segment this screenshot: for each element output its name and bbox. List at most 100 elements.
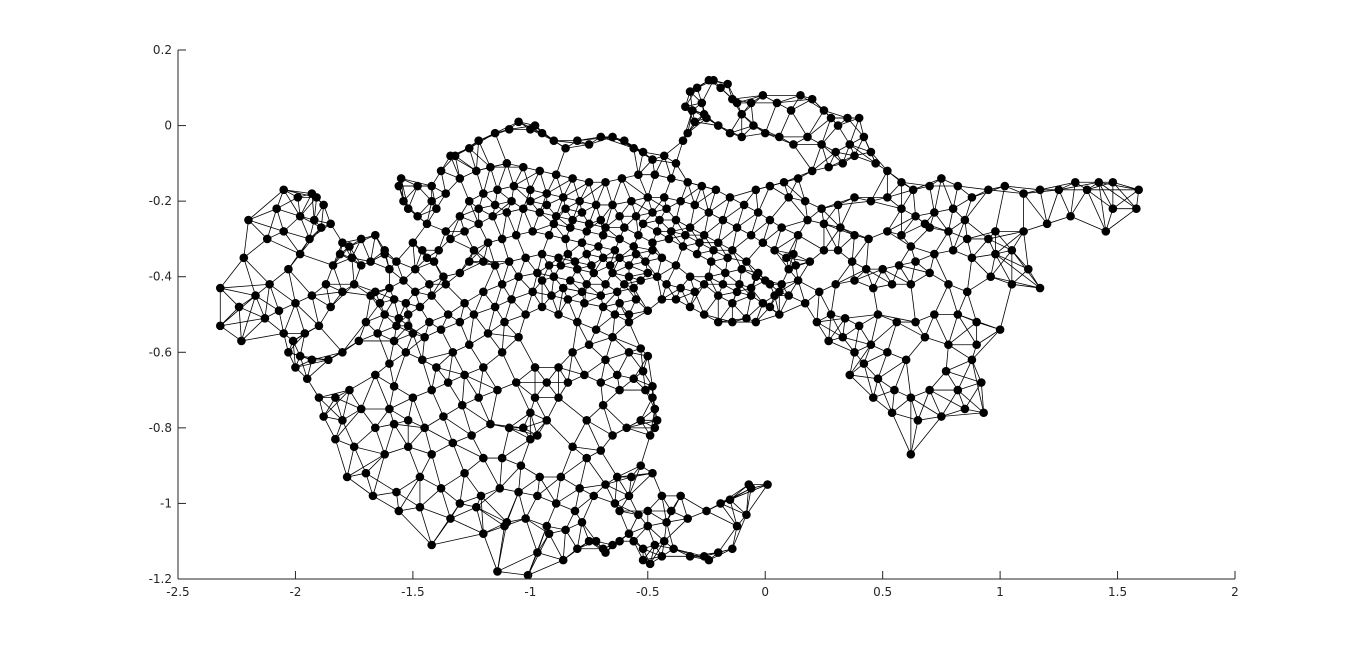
mesh-node-point	[490, 200, 500, 210]
mesh-edge	[459, 473, 465, 504]
mesh-node-point	[1082, 185, 1092, 195]
mesh-node-point	[631, 249, 641, 259]
mesh-edge	[447, 382, 463, 406]
mesh-node-point	[1035, 283, 1045, 293]
mesh-node-point	[648, 393, 657, 402]
mesh-node-point	[648, 468, 657, 478]
mesh-node-point	[558, 283, 568, 293]
mesh-edge	[910, 227, 930, 247]
mesh-node-point	[634, 170, 643, 179]
mesh-node-point	[483, 238, 493, 248]
mesh-node-point	[944, 227, 953, 236]
mesh-node-point	[636, 416, 646, 425]
mesh-node-point	[521, 310, 530, 319]
mesh-node-point	[638, 147, 648, 157]
mesh-node-point	[765, 181, 775, 191]
mesh-node-point	[375, 298, 385, 308]
mesh-node-point	[575, 484, 584, 493]
mesh-edge	[863, 363, 874, 398]
mesh-node-point	[443, 310, 453, 319]
mesh-node-point	[432, 204, 441, 213]
mesh-node-point	[427, 540, 436, 550]
mesh-node-point	[615, 253, 624, 263]
mesh-node-point	[984, 234, 993, 244]
mesh-node-point	[331, 434, 340, 444]
mesh-edge	[241, 317, 266, 342]
mesh-edge	[431, 389, 444, 417]
mesh-node-point	[291, 363, 300, 372]
mesh-edge	[220, 287, 256, 296]
x-tick-label: -1	[524, 585, 536, 599]
mesh-node-point	[615, 211, 624, 221]
mesh-edge	[732, 94, 763, 100]
mesh-edge	[807, 117, 832, 138]
mesh-edge	[562, 529, 566, 561]
mesh-node-point	[704, 208, 714, 217]
mesh-edge	[269, 283, 296, 304]
mesh-node-point	[659, 151, 669, 161]
mesh-node-point	[558, 555, 568, 565]
mesh-edge	[722, 204, 745, 221]
mesh-edge	[910, 416, 942, 455]
mesh-edge	[365, 454, 385, 474]
mesh-node-point	[389, 295, 399, 304]
mesh-edge	[886, 321, 898, 353]
mesh-edge	[891, 412, 912, 455]
mesh-node-point	[584, 219, 594, 229]
mesh-node-point	[843, 113, 852, 123]
mesh-node-point	[577, 518, 587, 527]
mesh-node-point	[502, 159, 512, 168]
mesh-edge	[266, 208, 278, 240]
mesh-node-point	[366, 291, 375, 300]
mesh-edge	[300, 253, 334, 266]
mesh-edge	[1098, 182, 1107, 232]
mesh-node-point	[455, 268, 465, 278]
mesh-node-point	[803, 215, 812, 225]
mesh-node-point	[655, 215, 664, 225]
mesh-node-point	[309, 215, 319, 225]
mesh-edge	[788, 197, 808, 221]
mesh-node-point	[777, 279, 786, 289]
mesh-edge	[424, 427, 433, 455]
mesh-edge	[663, 518, 688, 542]
mesh-node-point	[537, 276, 547, 285]
mesh-edge	[581, 495, 595, 523]
mesh-edge	[1112, 189, 1139, 210]
mesh-node-point	[495, 484, 505, 493]
mesh-node-point	[657, 491, 667, 501]
mesh-node-point	[420, 423, 429, 433]
mesh-edge	[988, 238, 1013, 251]
mesh-node-point	[380, 245, 390, 255]
mesh-edge	[910, 397, 942, 417]
mesh-node-point	[643, 506, 653, 516]
mesh-node-point	[474, 393, 483, 402]
mesh-edge	[483, 457, 501, 489]
mesh-node-point	[847, 257, 857, 266]
mesh-edge	[976, 329, 1001, 346]
mesh-node-point	[859, 132, 869, 142]
mesh-node-point	[371, 230, 380, 240]
mesh-node-point	[582, 453, 592, 463]
mesh-edge	[894, 359, 907, 391]
mesh-node-point	[394, 181, 404, 191]
mesh-node-point	[732, 287, 742, 297]
mesh-edge	[828, 318, 846, 342]
mesh-node-point	[803, 132, 812, 142]
mesh-node-point	[690, 287, 700, 297]
mesh-edge	[882, 268, 912, 285]
mesh-node-point	[866, 340, 876, 350]
mesh-edge	[558, 367, 585, 376]
mesh-node-point	[967, 193, 977, 202]
mesh-edge	[941, 178, 954, 209]
mesh-node-point	[307, 355, 317, 365]
mesh-edge	[934, 231, 949, 255]
mesh-node-point	[732, 521, 742, 531]
mesh-node-point	[573, 544, 582, 554]
mesh-node-point	[629, 536, 638, 546]
mesh-edge	[964, 189, 989, 221]
mesh-edge	[945, 370, 982, 383]
mesh-node-point	[601, 355, 610, 365]
mesh-edge	[447, 352, 454, 383]
mesh-node-point	[826, 310, 836, 319]
x-tick-label: 1.5	[1108, 585, 1127, 599]
